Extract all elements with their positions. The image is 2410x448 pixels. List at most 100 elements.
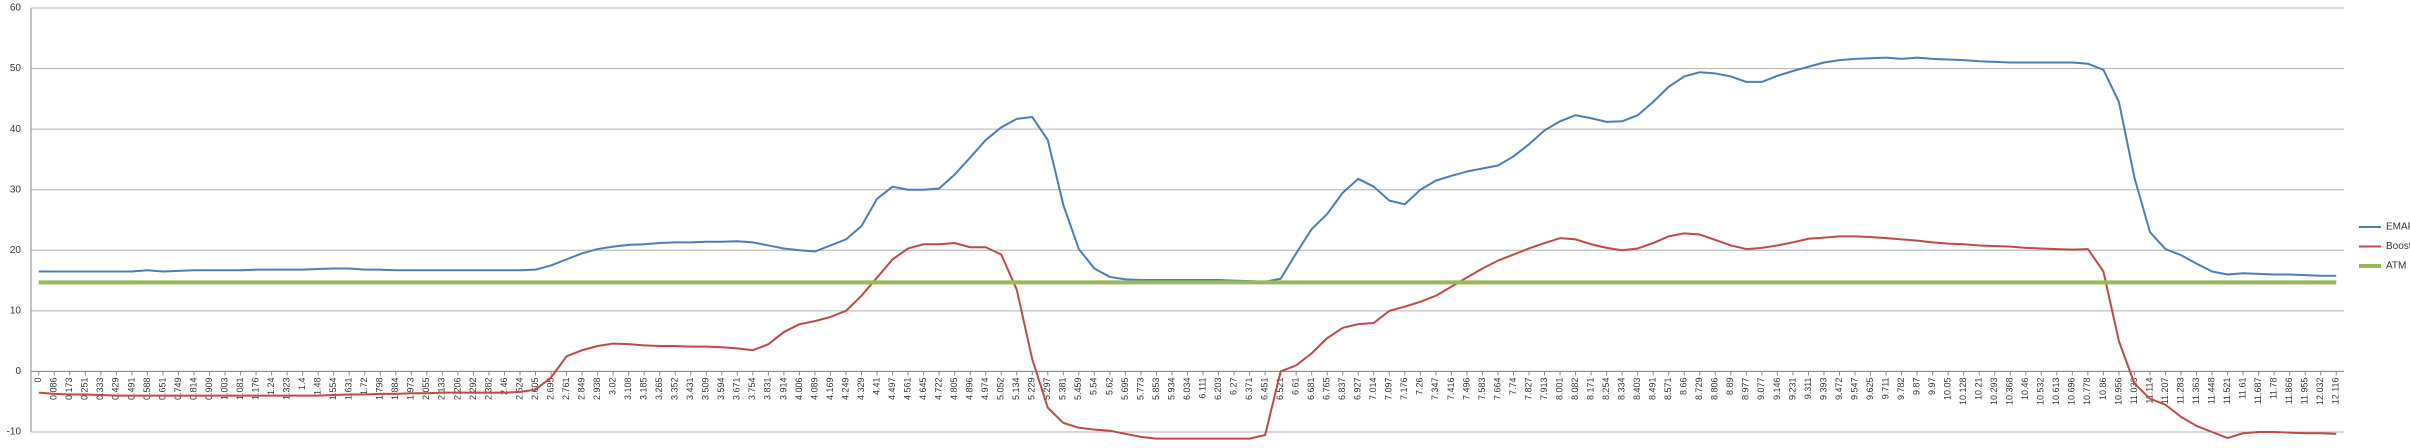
x-tick-label: 3.509 <box>701 377 711 400</box>
x-tick-label: 1.798 <box>375 377 385 400</box>
x-tick-label: 1.631 <box>344 377 354 400</box>
x-tick-label: 6.27 <box>1228 377 1238 395</box>
x-tick-label: 3.431 <box>685 377 695 400</box>
x-tick-label: 11.207 <box>2160 377 2170 404</box>
x-tick-label: 0.086 <box>49 377 59 400</box>
x-tick-label: 10.956 <box>2113 377 2123 405</box>
y-tick-label: 30 <box>10 184 22 195</box>
x-tick-label: 11.033 <box>2129 377 2139 404</box>
x-tick-label: 5.853 <box>1151 377 1161 400</box>
x-tick-label: 9.97 <box>1927 377 1937 395</box>
x-tick-label: 10.128 <box>1958 377 1968 405</box>
x-tick-label: 5.052 <box>996 377 1006 400</box>
x-tick-label: 9.077 <box>1756 377 1766 400</box>
x-tick-label: 10.293 <box>1989 377 1999 405</box>
x-tick-label: 10.613 <box>2051 377 2061 405</box>
x-tick-label: 8.171 <box>1585 377 1595 400</box>
x-tick-label: 10.532 <box>2036 377 2046 405</box>
x-tick-label: 2.292 <box>468 377 478 400</box>
x-tick-label: 0.651 <box>157 377 167 400</box>
series-line <box>38 232 2337 440</box>
x-tick-label: 11.61 <box>2237 377 2247 399</box>
x-tick-label: 0 <box>33 377 43 382</box>
x-tick-label: 10.46 <box>2020 377 2030 400</box>
x-tick-label: 6.927 <box>1353 377 1363 400</box>
y-tick-label: 50 <box>10 63 22 74</box>
x-tick-label: 3.352 <box>670 377 680 400</box>
x-tick-label: 5.773 <box>1135 377 1145 400</box>
x-tick-label: 2.938 <box>592 377 602 400</box>
x-tick-label: 8.89 <box>1725 377 1735 395</box>
x-tick-label: 5.934 <box>1166 377 1176 400</box>
x-tick-label: 11.78 <box>2269 377 2279 399</box>
x-tick-label: 6.203 <box>1213 377 1223 400</box>
x-tick-label: 0.749 <box>173 377 183 400</box>
x-tick-label: 0.251 <box>80 377 90 400</box>
x-tick-label: 2.46 <box>499 377 509 395</box>
x-tick-label: 4.497 <box>887 377 897 400</box>
x-tick-label: 4.974 <box>980 377 990 400</box>
legend-label: Boost <box>2386 241 2410 252</box>
y-tick-label: -10 <box>7 427 22 438</box>
x-tick-label: 4.561 <box>902 377 912 400</box>
x-tick-label: 9.146 <box>1772 377 1782 400</box>
x-tick-label: 8.977 <box>1741 377 1751 400</box>
x-tick-label: 11.448 <box>2206 377 2216 404</box>
x-tick-label: 10.778 <box>2082 377 2092 405</box>
x-tick-label: 1.24 <box>266 377 276 395</box>
x-tick-label: 2.055 <box>421 377 431 400</box>
x-tick-label: 1.72 <box>359 377 369 395</box>
x-tick-label: 2.849 <box>576 377 586 400</box>
x-tick-label: 0.429 <box>111 377 121 400</box>
x-tick-label: 7.664 <box>1492 377 1502 400</box>
x-tick-label: 8.491 <box>1648 377 1658 400</box>
x-tick-label: 11.363 <box>2191 377 2201 404</box>
y-tick-label: 60 <box>10 3 22 14</box>
x-tick-label: 11.866 <box>2284 377 2294 404</box>
x-tick-label: 9.711 <box>1880 377 1890 399</box>
x-tick-label: 2.133 <box>437 377 447 400</box>
x-tick-label: 5.381 <box>1058 377 1068 400</box>
x-tick-label: 2.524 <box>514 377 524 400</box>
x-tick-label: 4.006 <box>794 377 804 400</box>
x-tick-label: 7.496 <box>1461 377 1471 400</box>
x-tick-label: 8.403 <box>1632 377 1642 400</box>
x-tick-label: 1.884 <box>390 377 400 400</box>
x-tick-label: 7.827 <box>1523 377 1533 400</box>
x-tick-label: 4.089 <box>809 377 819 400</box>
x-tick-label: 4.645 <box>918 377 928 400</box>
x-tick-label: 5.134 <box>1011 377 1021 400</box>
y-tick-label: 40 <box>10 124 22 135</box>
x-tick-label: 6.765 <box>1322 377 1332 400</box>
x-tick-label: 3.754 <box>747 377 757 400</box>
y-tick-label: 20 <box>10 245 22 256</box>
x-tick-label: 8.806 <box>1710 377 1720 400</box>
x-tick-label: 12.116 <box>2331 377 2341 404</box>
x-tick-label: 3.02 <box>608 377 618 395</box>
x-tick-label: 11.283 <box>2175 377 2185 404</box>
x-tick-label: 3.265 <box>654 377 664 400</box>
x-tick-label: 6.61 <box>1291 377 1301 395</box>
x-tick-label: 6.521 <box>1275 377 1285 400</box>
x-tick-label: 6.837 <box>1337 377 1347 400</box>
y-tick-label: 0 <box>15 366 21 377</box>
x-tick-label: 7.347 <box>1430 377 1440 400</box>
x-tick-label: 1.48 <box>313 377 323 395</box>
x-tick-label: 2.695 <box>545 377 555 400</box>
x-tick-label: 7.097 <box>1384 377 1394 400</box>
x-tick-label: 5.62 <box>1104 377 1114 395</box>
x-tick-label: 5.297 <box>1042 377 1052 400</box>
x-tick-label: 6.681 <box>1306 377 1316 400</box>
legend-label: ATM <box>2386 261 2406 272</box>
x-tick-label: 0.909 <box>204 377 214 400</box>
x-tick-label: 3.831 <box>763 377 773 400</box>
x-tick-label: 1.003 <box>219 377 229 400</box>
x-tick-label: 9.625 <box>1865 377 1875 400</box>
x-tick-label: 7.26 <box>1415 377 1425 395</box>
x-tick-label: 8.334 <box>1617 377 1627 400</box>
x-tick-label: 7.416 <box>1446 377 1456 400</box>
x-tick-label: 6.451 <box>1259 377 1269 400</box>
x-tick-label: 0.588 <box>142 377 152 400</box>
x-tick-label: 10.05 <box>1943 377 1953 400</box>
